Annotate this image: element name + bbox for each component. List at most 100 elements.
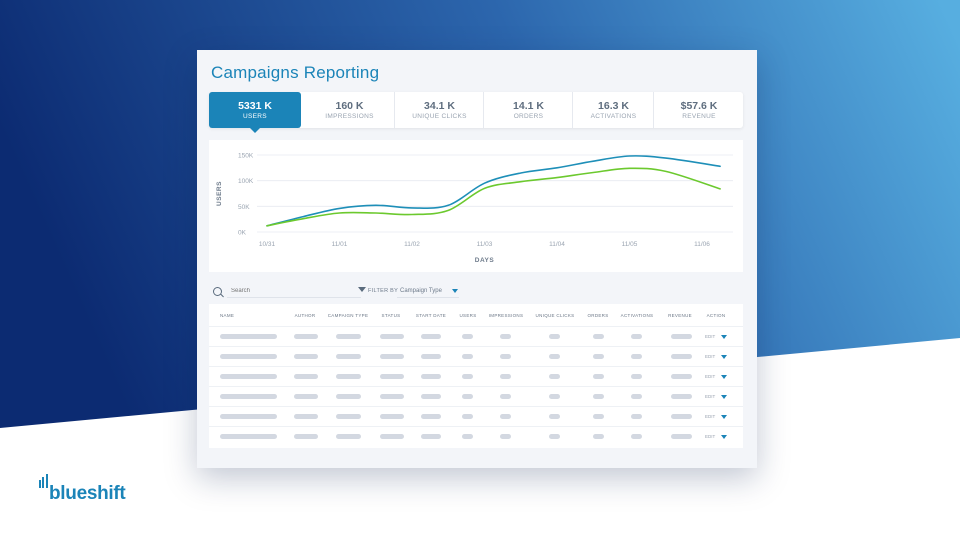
- cell-placeholder: [421, 394, 441, 399]
- edit-button[interactable]: EDIT: [705, 354, 716, 359]
- cell-placeholder: [593, 354, 604, 359]
- chevron-down-icon[interactable]: [721, 415, 727, 419]
- cell-placeholder: [631, 334, 642, 339]
- edit-button[interactable]: EDIT: [705, 434, 716, 439]
- x-tick-label: 11/03: [477, 241, 493, 248]
- stat-label: USERS: [243, 113, 267, 120]
- cell-placeholder: [593, 394, 604, 399]
- col-header-orders[interactable]: ORDERS: [587, 313, 609, 318]
- stat-tab-orders[interactable]: 14.1 K ORDERS: [483, 92, 573, 128]
- edit-button[interactable]: EDIT: [705, 374, 716, 379]
- cell-placeholder: [462, 434, 473, 439]
- col-header-author[interactable]: AUTHOR: [294, 313, 316, 318]
- cell-placeholder: [380, 414, 404, 419]
- stat-tab-activations[interactable]: 16.3 K ACTIVATIONS: [572, 92, 654, 128]
- stat-tab-unique-clicks[interactable]: 34.1 K UNIQUE CLICKS: [394, 92, 484, 128]
- col-header-action[interactable]: ACTION: [706, 313, 726, 318]
- table-row[interactable]: EDIT: [209, 346, 743, 367]
- table-row[interactable]: EDIT: [209, 326, 743, 347]
- cell-placeholder: [336, 334, 361, 339]
- col-header-revenue[interactable]: REVENUE: [668, 313, 692, 318]
- report-panel: Campaigns Reporting 5331 K USERS 160 K I…: [197, 50, 757, 468]
- cell-placeholder: [631, 414, 642, 419]
- cell-placeholder: [220, 354, 277, 359]
- cell-placeholder: [593, 434, 604, 439]
- stat-value: 14.1 K: [513, 100, 544, 112]
- cell-placeholder: [549, 414, 560, 419]
- brand-name: blueshift: [49, 483, 126, 504]
- chevron-down-icon[interactable]: [721, 355, 727, 359]
- stat-value: 16.3 K: [598, 100, 629, 112]
- cell-placeholder: [294, 394, 318, 399]
- col-header-campaign-type[interactable]: CAMPAIGN TYPE: [327, 313, 369, 318]
- campaign-type-select[interactable]: Campaign Type: [397, 285, 459, 298]
- stat-label: REVENUE: [682, 113, 716, 120]
- cell-placeholder: [380, 354, 404, 359]
- cell-placeholder: [671, 414, 692, 419]
- cell-placeholder: [294, 334, 318, 339]
- col-header-unique-clicks[interactable]: UNIQUE CLICKS: [535, 313, 575, 318]
- chevron-down-icon[interactable]: [721, 375, 727, 379]
- col-header-users[interactable]: USERS: [459, 313, 477, 318]
- cell-placeholder: [220, 434, 277, 439]
- cell-placeholder: [671, 434, 692, 439]
- table-row[interactable]: EDIT: [209, 406, 743, 427]
- series-line-0: [266, 155, 721, 227]
- cell-placeholder: [421, 334, 441, 339]
- edit-button[interactable]: EDIT: [705, 334, 716, 339]
- y-axis-label: USERS: [216, 181, 223, 206]
- chevron-down-icon[interactable]: [721, 395, 727, 399]
- cell-placeholder: [500, 334, 511, 339]
- stat-label: IMPRESSIONS: [325, 113, 374, 120]
- chevron-down-icon[interactable]: [721, 335, 727, 339]
- col-header-status[interactable]: STATUS: [381, 313, 401, 318]
- cell-placeholder: [380, 394, 404, 399]
- cell-placeholder: [500, 374, 511, 379]
- cell-placeholder: [631, 354, 642, 359]
- cell-placeholder: [220, 374, 277, 379]
- chevron-down-icon[interactable]: [721, 435, 727, 439]
- stat-tab-revenue[interactable]: $57.6 K REVENUE: [653, 92, 744, 128]
- stat-label: UNIQUE CLICKS: [412, 113, 467, 120]
- table-row[interactable]: EDIT: [209, 366, 743, 387]
- col-header-name[interactable]: NAME: [220, 313, 235, 318]
- cell-placeholder: [336, 394, 361, 399]
- cell-placeholder: [336, 374, 361, 379]
- stat-value: $57.6 K: [680, 100, 718, 112]
- col-header-activations[interactable]: ACTIVATIONS: [620, 313, 654, 318]
- select-value: Campaign Type: [400, 288, 442, 294]
- cell-placeholder: [549, 434, 560, 439]
- stat-tab-impressions[interactable]: 160 K IMPRESSIONS: [305, 92, 394, 128]
- cell-placeholder: [500, 434, 511, 439]
- table-row[interactable]: EDIT: [209, 426, 743, 447]
- cell-placeholder: [294, 414, 318, 419]
- cell-placeholder: [593, 334, 604, 339]
- x-tick-label: 10/31: [259, 241, 276, 248]
- cell-placeholder: [671, 374, 692, 379]
- col-header-impressions[interactable]: IMPRESSIONS: [488, 313, 524, 318]
- stat-tab-users[interactable]: 5331 K USERS: [209, 92, 301, 133]
- cell-placeholder: [336, 414, 361, 419]
- cell-placeholder: [500, 414, 511, 419]
- cell-placeholder: [421, 414, 441, 419]
- filter-icon: [358, 287, 366, 292]
- table-row[interactable]: EDIT: [209, 386, 743, 407]
- cell-placeholder: [549, 334, 560, 339]
- cell-placeholder: [336, 434, 361, 439]
- edit-button[interactable]: EDIT: [705, 414, 716, 419]
- cell-placeholder: [462, 414, 473, 419]
- cell-placeholder: [462, 354, 473, 359]
- table-toolbar: FILTER BY Campaign Type: [209, 284, 743, 300]
- filter-label: FILTER BY: [368, 288, 399, 294]
- stats-bar: 5331 K USERS 160 K IMPRESSIONS 34.1 K UN…: [209, 92, 744, 133]
- y-tick-label: 0K: [238, 230, 247, 237]
- cell-placeholder: [462, 334, 473, 339]
- users-chart: 150K 100K 50K 0K 10/31 11/01 11/02 11/03 11/04 11…: [216, 153, 733, 264]
- col-header-start-date[interactable]: START DATE: [415, 313, 447, 318]
- cell-placeholder: [294, 354, 318, 359]
- y-tick-label: 100K: [238, 178, 254, 185]
- edit-button[interactable]: EDIT: [705, 394, 716, 399]
- search-input[interactable]: [227, 285, 361, 298]
- cell-placeholder: [631, 394, 642, 399]
- x-tick-label: 11/04: [549, 241, 565, 248]
